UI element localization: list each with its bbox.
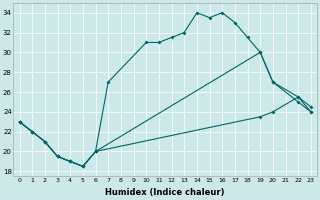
X-axis label: Humidex (Indice chaleur): Humidex (Indice chaleur) [106,188,225,197]
